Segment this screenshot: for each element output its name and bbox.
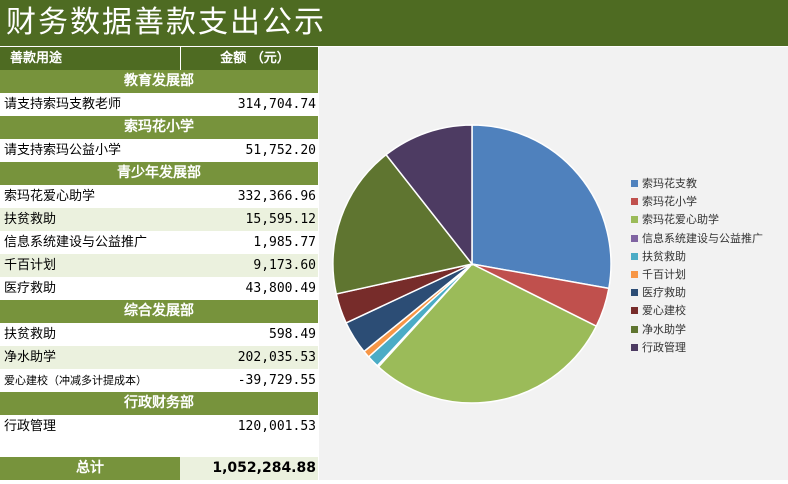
table-row: 净水助学 202,035.53	[0, 346, 318, 369]
row-purpose: 信息系统建设与公益推广	[4, 235, 148, 250]
table-header: 善款用途 金额 （元）	[0, 47, 318, 70]
legend-swatch	[631, 252, 638, 260]
legend-label: 索玛花小学	[642, 195, 697, 209]
row-purpose: 行政管理	[4, 419, 57, 434]
table-row: 千百计划 9,173.60	[0, 254, 318, 277]
row-amount: 598.49	[269, 327, 316, 342]
category-row: 行政财务部	[0, 392, 318, 415]
category-row: 索玛花小学	[0, 116, 318, 139]
pie-slice	[377, 263, 598, 404]
category-row: 综合发展部	[0, 300, 318, 323]
table-row: 扶贫救助 15,595.12	[0, 208, 318, 231]
table-row: 医疗救助 43,800.49	[0, 277, 318, 300]
row-purpose: 千百计划	[4, 258, 57, 273]
legend-label: 索玛花爱心助学	[642, 213, 719, 227]
category-row: 青少年发展部	[0, 162, 318, 185]
row-amount: 51,752.20	[245, 143, 316, 158]
total-label: 总计	[0, 457, 180, 480]
pie-chart	[332, 124, 612, 404]
row-amount: 9,173.60	[253, 258, 316, 273]
row-amount: 120,001.53	[237, 419, 316, 434]
legend-swatch	[631, 343, 638, 351]
total-value: 1,052,284.88	[212, 460, 316, 476]
row-purpose: 扶贫救助	[4, 327, 57, 342]
table-row: 请支持索玛公益小学 51,752.20	[0, 139, 318, 162]
table-row: 信息系统建设与公益推广 1,985.77	[0, 231, 318, 254]
page-title: 财务数据善款支出公示	[6, 5, 326, 40]
legend-label: 扶贫救助	[642, 249, 686, 263]
row-purpose: 请支持索玛支教老师	[4, 97, 122, 112]
legend-swatch	[631, 234, 638, 242]
table-row: 行政管理 120,001.53	[0, 415, 318, 438]
legend-label: 信息系统建设与公益推广	[642, 231, 763, 245]
legend-label: 爱心建校	[642, 304, 686, 318]
legend-label: 千百计划	[642, 268, 686, 281]
row-purpose: 净水助学	[4, 350, 57, 365]
row-purpose: 请支持索玛公益小学	[4, 143, 122, 158]
pie-slice	[332, 153, 474, 295]
row-purpose: 医疗救助	[4, 281, 57, 296]
legend-swatch	[631, 198, 638, 206]
legend-label: 医疗救助	[642, 286, 686, 300]
expense-table: 善款用途 金额 （元） 教育发展部 请支持索玛支教老师 314,704.74 索玛花小学请…	[0, 47, 318, 480]
row-amount: 314,704.74	[237, 97, 316, 112]
row-amount: 43,800.49	[245, 281, 316, 296]
row-amount: 15,595.12	[245, 212, 316, 227]
legend-label: 索玛花支教	[642, 177, 697, 190]
category-row: 教育发展部	[0, 70, 318, 93]
table-row: 爱心建校（冲减多计提成本） -39,729.55	[0, 369, 318, 392]
pie-chart-panel: 索玛花支教索玛花小学索玛花爱心助学信息系统建设与公益推广 扶贫救助千百计划医疗救助…	[319, 47, 788, 480]
pie-slice	[385, 124, 473, 267]
row-amount: 332,366.96	[237, 189, 316, 204]
table-row: 扶贫救助 598.49	[0, 323, 318, 346]
row-amount: 202,035.53	[237, 350, 316, 365]
table-row: 索玛花爱心助学 332,366.96	[0, 185, 318, 208]
row-amount: 1,985.77	[253, 235, 316, 250]
pie-slice	[471, 124, 612, 290]
legend-swatch	[631, 307, 638, 315]
legend-swatch	[631, 289, 638, 297]
header-purpose: 善款用途	[10, 51, 63, 66]
legend-swatch	[631, 271, 638, 278]
total-row: 总计 1,052,284.88	[0, 457, 318, 480]
row-purpose: 爱心建校（冲减多计提成本）	[4, 374, 147, 387]
row-purpose: 扶贫救助	[4, 212, 57, 227]
legend-swatch	[631, 216, 638, 224]
header-divider	[180, 47, 181, 70]
legend-swatch	[631, 180, 638, 187]
header-amount: 金额 （元）	[220, 51, 290, 66]
row-amount: -39,729.55	[237, 373, 316, 388]
row-purpose: 索玛花爱心助学	[4, 189, 96, 204]
table-row: 请支持索玛支教老师 314,704.74	[0, 93, 318, 116]
legend-label: 净水助学	[642, 322, 686, 336]
legend-swatch	[631, 325, 638, 333]
title-banner: 财务数据善款支出公示	[0, 0, 788, 46]
legend-label: 行政管理	[642, 340, 686, 354]
